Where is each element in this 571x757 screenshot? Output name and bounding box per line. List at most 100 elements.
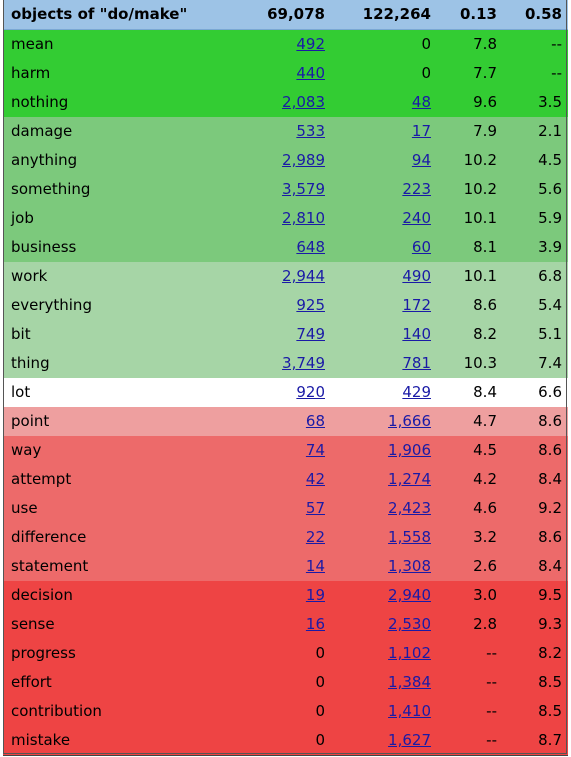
count-make-link[interactable]: 490 (402, 267, 431, 285)
cell-score-do: 7.8 (473, 35, 497, 53)
count-make-link[interactable]: 1,274 (388, 470, 431, 488)
cell-score-do: 7.9 (473, 122, 497, 140)
table-row: mean 492 0 7.8 -- (3, 29, 568, 59)
cell-score-do: 10.2 (463, 151, 497, 169)
count-do-link[interactable]: 925 (296, 296, 325, 314)
count-do-link[interactable]: 57 (305, 499, 325, 517)
cell-score-do: -- (486, 673, 497, 691)
count-make-link[interactable]: 429 (402, 383, 431, 401)
count-do-link[interactable]: 492 (296, 35, 325, 53)
count-make-link[interactable]: 1,410 (388, 702, 431, 720)
cell-count-make: 2,940 (331, 581, 437, 610)
cell-count-do: 16 (213, 610, 331, 639)
count-do-link[interactable]: 22 (305, 528, 325, 546)
cell-score-make: 8.6 (538, 528, 562, 546)
cell-count-make: 1,666 (331, 407, 437, 436)
count-make-link[interactable]: 60 (411, 238, 431, 256)
cell-score-make: 8.4 (538, 470, 562, 488)
count-do-link[interactable]: 648 (296, 238, 325, 256)
table-row: sense 16 2,530 2.8 9.3 (3, 610, 568, 639)
count-do-link[interactable]: 2,944 (282, 267, 325, 285)
count-do-link[interactable]: 3,579 (282, 180, 325, 198)
count-do-link[interactable]: 19 (305, 586, 325, 604)
cell-count-do: 2,083 (213, 88, 331, 117)
count-do-link[interactable]: 16 (305, 615, 325, 633)
cell-score-do: 8.1 (473, 238, 497, 256)
cell-score-make: 8.6 (538, 441, 562, 459)
cell-score-do: 3.0 (473, 586, 497, 604)
table-row: business 648 60 8.1 3.9 (3, 233, 568, 262)
table-row: statement 14 1,308 2.6 8.4 (3, 552, 568, 581)
table-row: difference 22 1,558 3.2 8.6 (3, 523, 568, 552)
row-word: lot (11, 383, 31, 401)
count-do-link[interactable]: 2,083 (282, 93, 325, 111)
cell-score-do: -- (486, 702, 497, 720)
cell-count-do: 0 (213, 726, 331, 756)
cell-count-make: 429 (331, 378, 437, 407)
count-do-link[interactable]: 2,810 (282, 209, 325, 227)
cell-score-make: 5.1 (538, 325, 562, 343)
count-do-link[interactable]: 42 (305, 470, 325, 488)
count-make-link[interactable]: 2,423 (388, 499, 431, 517)
table-row: job 2,810 240 10.1 5.9 (3, 204, 568, 233)
row-word: damage (11, 122, 73, 140)
count-do-link[interactable]: 68 (305, 412, 325, 430)
count-do-link[interactable]: 440 (296, 64, 325, 82)
cell-count-make: 17 (331, 117, 437, 146)
count-do-link[interactable]: 3,749 (282, 354, 325, 372)
count-make-link[interactable]: 2,530 (388, 615, 431, 633)
table-row: everything 925 172 8.6 5.4 (3, 291, 568, 320)
cell-count-make: 781 (331, 349, 437, 378)
count-make-link[interactable]: 240 (402, 209, 431, 227)
table-row: anything 2,989 94 10.2 4.5 (3, 146, 568, 175)
count-make-link[interactable]: 17 (411, 122, 431, 140)
count-make-link[interactable]: 2,940 (388, 586, 431, 604)
row-word: work (11, 267, 48, 285)
cell-score-do: 8.6 (473, 296, 497, 314)
cell-count-make: 240 (331, 204, 437, 233)
count-make-link[interactable]: 94 (411, 151, 431, 169)
cell-count-make: 1,102 (331, 639, 437, 668)
count-make-link[interactable]: 140 (402, 325, 431, 343)
cell-count-do: 22 (213, 523, 331, 552)
count-make-link[interactable]: 1,308 (388, 557, 431, 575)
cell-score-do: 3.2 (473, 528, 497, 546)
header-col-c: 0.13 (437, 0, 503, 30)
count-do-link[interactable]: 920 (296, 383, 325, 401)
cell-score-make: 9.2 (538, 499, 562, 517)
count-make-link[interactable]: 172 (402, 296, 431, 314)
row-word: mistake (3, 726, 213, 756)
cell-score-do: 9.6 (473, 93, 497, 111)
count-make-link[interactable]: 1,666 (388, 412, 431, 430)
header-col-a: 69,078 (213, 0, 331, 30)
count-make-link[interactable]: 1,102 (388, 644, 431, 662)
cell-count-make: 1,558 (331, 523, 437, 552)
cell-count-do: 2,944 (213, 262, 331, 291)
count-make-link[interactable]: 223 (402, 180, 431, 198)
count-make-link[interactable]: 1,384 (388, 673, 431, 691)
cell-score-make: 8.4 (538, 557, 562, 575)
cell-count-do: 3,749 (213, 349, 331, 378)
cell-count-do: 19 (213, 581, 331, 610)
count-make-link[interactable]: 781 (402, 354, 431, 372)
row-word: harm (11, 64, 51, 82)
count-make-link[interactable]: 1,906 (388, 441, 431, 459)
count-do-link[interactable]: 749 (296, 325, 325, 343)
table-row: work 2,944 490 10.1 6.8 (3, 262, 568, 291)
table-row: nothing 2,083 48 9.6 3.5 (3, 88, 568, 117)
count-make-link[interactable]: 1,558 (388, 528, 431, 546)
row-word: everything (11, 296, 92, 314)
cell-count-do: 749 (213, 320, 331, 349)
cell-count-do: 74 (213, 436, 331, 465)
cell-count-make: 490 (331, 262, 437, 291)
cell-score-make: 6.8 (538, 267, 562, 285)
row-word: thing (11, 354, 50, 372)
cell-score-make: 8.6 (538, 412, 562, 430)
count-do-link[interactable]: 14 (305, 557, 325, 575)
count-make-link[interactable]: 48 (411, 93, 431, 111)
count-make-link[interactable]: 1,627 (388, 731, 431, 749)
count-do-link[interactable]: 533 (296, 122, 325, 140)
count-do-link[interactable]: 74 (305, 441, 325, 459)
cell-count-do: 440 (213, 59, 331, 88)
count-do-link[interactable]: 2,989 (282, 151, 325, 169)
